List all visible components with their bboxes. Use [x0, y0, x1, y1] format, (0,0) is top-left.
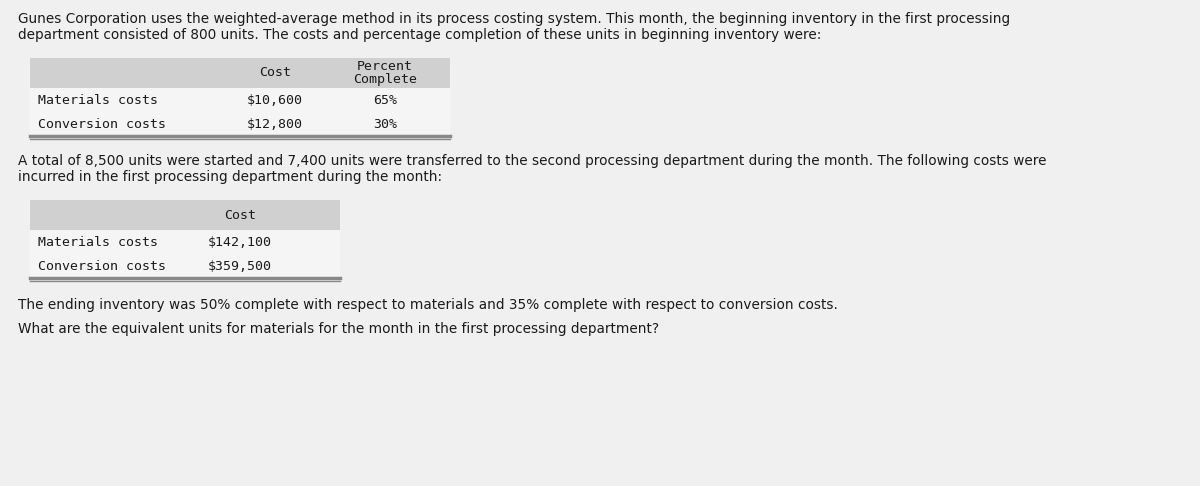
Text: $10,600: $10,600	[247, 93, 302, 106]
Text: 30%: 30%	[373, 118, 397, 131]
FancyBboxPatch shape	[30, 88, 450, 112]
Text: Complete: Complete	[353, 73, 418, 87]
Text: $142,100: $142,100	[208, 236, 272, 248]
FancyBboxPatch shape	[30, 112, 450, 136]
FancyBboxPatch shape	[30, 254, 340, 278]
FancyBboxPatch shape	[30, 230, 340, 254]
Text: Cost: Cost	[224, 208, 256, 222]
Text: 65%: 65%	[373, 93, 397, 106]
Text: Percent: Percent	[358, 60, 413, 73]
Text: A total of 8,500 units were started and 7,400 units were transferred to the seco: A total of 8,500 units were started and …	[18, 154, 1046, 168]
Text: Conversion costs: Conversion costs	[38, 118, 166, 131]
Text: Cost: Cost	[259, 67, 292, 80]
FancyBboxPatch shape	[30, 58, 450, 88]
Text: Materials costs: Materials costs	[38, 236, 158, 248]
Text: What are the equivalent units for materials for the month in the first processin: What are the equivalent units for materi…	[18, 322, 659, 336]
Text: Conversion costs: Conversion costs	[38, 260, 166, 273]
Text: Gunes Corporation uses the weighted-average method in its process costing system: Gunes Corporation uses the weighted-aver…	[18, 12, 1010, 26]
Text: Materials costs: Materials costs	[38, 93, 158, 106]
Text: incurred in the first processing department during the month:: incurred in the first processing departm…	[18, 170, 442, 184]
Text: department consisted of 800 units. The costs and percentage completion of these : department consisted of 800 units. The c…	[18, 28, 821, 42]
Text: $359,500: $359,500	[208, 260, 272, 273]
Text: $12,800: $12,800	[247, 118, 302, 131]
FancyBboxPatch shape	[30, 200, 340, 230]
Text: The ending inventory was 50% complete with respect to materials and 35% complete: The ending inventory was 50% complete wi…	[18, 298, 838, 312]
